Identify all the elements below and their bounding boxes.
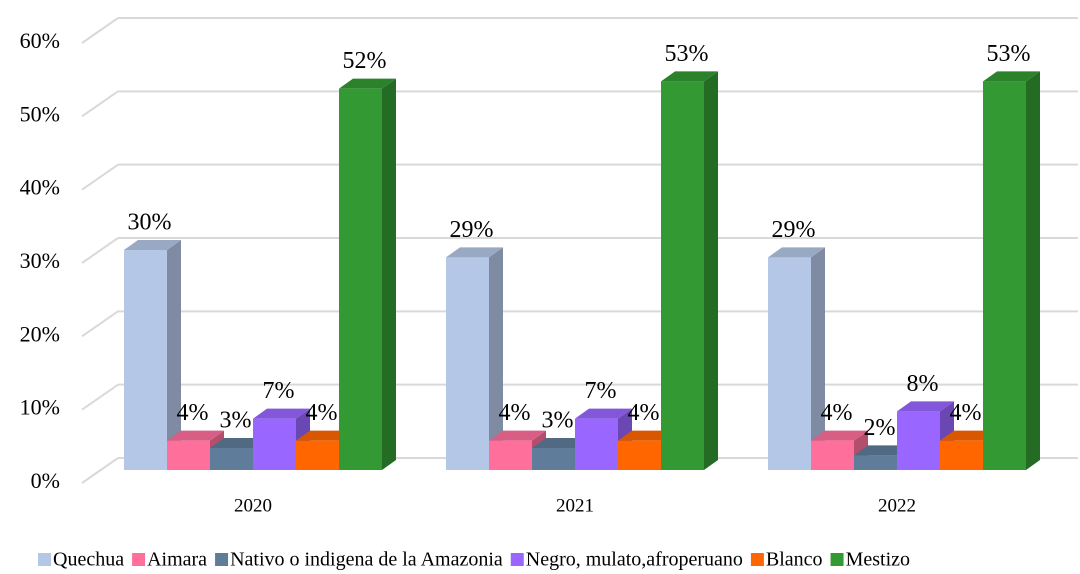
bar-side xyxy=(1026,71,1040,470)
legend-label: Blanco xyxy=(766,549,823,571)
legend: Quechua Aimara Nativo o indigena de la Ama… xyxy=(38,549,910,571)
data-label: 3% xyxy=(220,408,252,434)
bar-front xyxy=(811,440,854,470)
bar-top xyxy=(811,430,868,441)
bar-front xyxy=(532,448,575,470)
bar-front xyxy=(854,455,897,470)
y-tick-label: 20% xyxy=(20,321,60,346)
data-label: 4% xyxy=(177,400,209,426)
bar-top xyxy=(124,240,181,250)
y-tick-label: 10% xyxy=(20,395,60,420)
legend-label: Quechua xyxy=(53,549,124,571)
bar-top xyxy=(854,445,911,456)
bar xyxy=(446,247,503,470)
y-tick-label: 60% xyxy=(20,28,60,53)
grid-line xyxy=(81,383,119,411)
legend-label: Aimara xyxy=(147,549,207,571)
bar-top xyxy=(253,408,310,419)
bar-top xyxy=(339,78,396,89)
bar-top xyxy=(768,247,825,258)
bar-front xyxy=(768,257,811,470)
grid-line xyxy=(81,310,119,338)
data-label: 4% xyxy=(628,400,660,426)
bar-front xyxy=(489,440,532,470)
x-tick-label: 2020 xyxy=(234,495,272,516)
bar-front xyxy=(210,448,253,470)
legend-label: Mestizo xyxy=(846,549,910,571)
bar xyxy=(661,71,718,470)
bar-front xyxy=(618,440,661,470)
grid-line xyxy=(81,237,119,264)
bar-side xyxy=(489,247,503,470)
data-label: 29% xyxy=(450,217,494,243)
grid-line xyxy=(81,457,119,484)
bar-top xyxy=(575,408,632,419)
grid-line xyxy=(81,163,119,191)
data-label: 4% xyxy=(499,400,531,426)
legend-swatch xyxy=(830,553,844,566)
data-label: 53% xyxy=(987,41,1031,67)
bar-top xyxy=(618,430,675,441)
data-label: 7% xyxy=(585,378,617,404)
data-label: 4% xyxy=(306,400,338,426)
data-label: 4% xyxy=(950,400,982,426)
grid-line xyxy=(81,90,119,118)
grid-line xyxy=(81,17,119,44)
y-tick-label: 30% xyxy=(20,248,60,273)
bar-top xyxy=(296,430,353,441)
bar-front xyxy=(446,257,489,470)
y-tick-label: 40% xyxy=(20,175,60,200)
bar-front xyxy=(661,81,704,470)
bar-top xyxy=(983,71,1040,82)
bar-top xyxy=(210,438,267,448)
x-tick-label: 2021 xyxy=(556,495,594,516)
data-label: 52% xyxy=(343,48,387,74)
bar xyxy=(124,240,181,470)
data-label: 3% xyxy=(542,408,574,434)
bar-front xyxy=(940,440,983,470)
data-label: 8% xyxy=(907,371,939,397)
bar-top xyxy=(167,430,224,441)
data-label: 30% xyxy=(128,210,172,236)
bar-front xyxy=(575,418,618,470)
bar-front xyxy=(983,81,1026,470)
data-label: 53% xyxy=(665,41,709,67)
bar xyxy=(811,430,868,470)
bar xyxy=(983,71,1040,470)
data-label: 29% xyxy=(772,217,816,243)
bar-side xyxy=(811,247,825,470)
bar-top xyxy=(897,401,954,412)
bar-front xyxy=(296,440,339,470)
bar-front xyxy=(167,440,210,470)
legend-swatch xyxy=(215,553,229,566)
bar-top xyxy=(532,438,589,448)
bar-top xyxy=(661,71,718,82)
bar-front xyxy=(897,411,940,470)
legend-swatch xyxy=(510,553,524,566)
bar-front xyxy=(253,418,296,470)
bar xyxy=(339,78,396,471)
bar-top xyxy=(446,247,503,258)
x-tick-label: 2022 xyxy=(878,495,916,516)
legend-label: Negro, mulato,afroperuano xyxy=(526,549,743,571)
data-label: 4% xyxy=(821,400,853,426)
legend-label: Nativo o indigena de la Amazonia xyxy=(230,549,503,571)
data-label: 2% xyxy=(864,415,896,441)
bar-side xyxy=(382,78,396,471)
bar-top xyxy=(489,430,546,441)
legend-swatch xyxy=(132,553,146,566)
y-tick-label: 0% xyxy=(31,468,60,493)
bar-top xyxy=(940,430,997,441)
y-tick-label: 50% xyxy=(20,101,60,126)
bar-side xyxy=(167,240,181,470)
bar xyxy=(768,247,825,470)
bar-side xyxy=(704,71,718,470)
bar-front xyxy=(339,88,382,471)
data-label: 7% xyxy=(263,378,295,404)
bar-front xyxy=(124,250,167,470)
legend-swatch xyxy=(750,553,764,566)
legend-swatch xyxy=(38,553,51,566)
